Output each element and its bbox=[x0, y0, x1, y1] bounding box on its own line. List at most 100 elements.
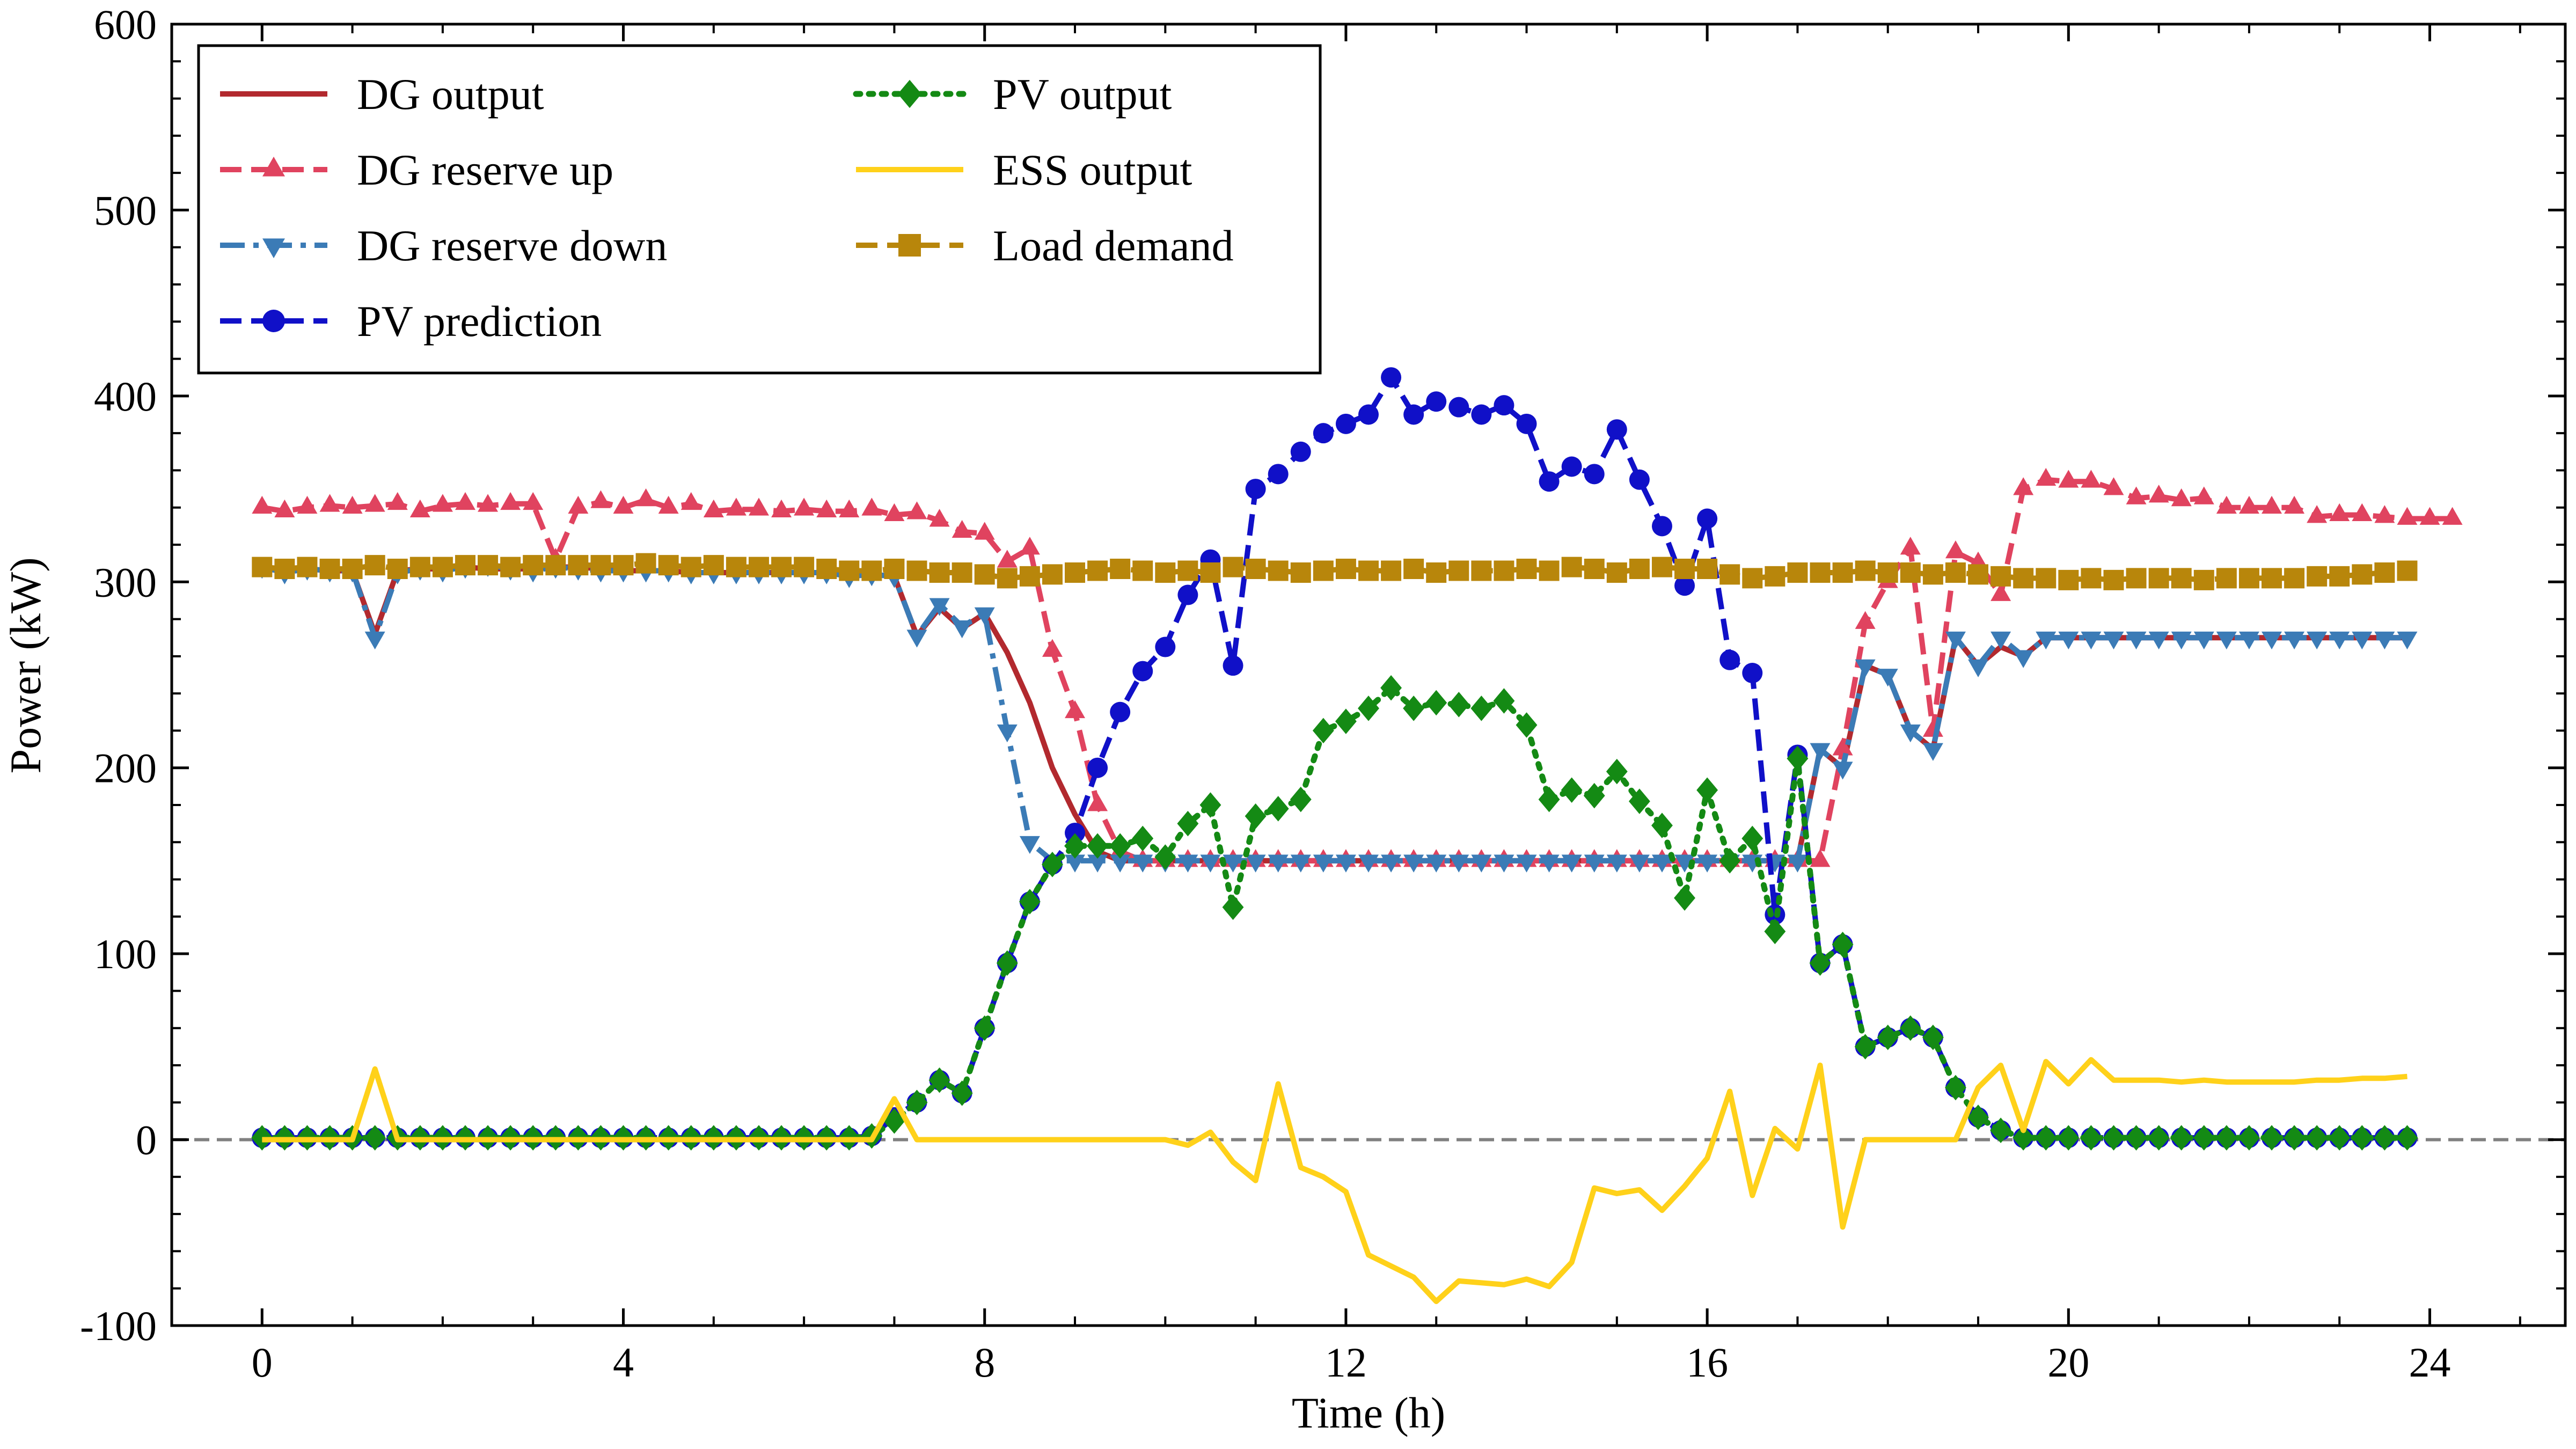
series-3-point-49 bbox=[1358, 404, 1379, 425]
series-2-point-71 bbox=[1855, 659, 1876, 678]
series-4-point-29 bbox=[906, 1089, 928, 1116]
series-5 bbox=[262, 1057, 2407, 1304]
series-6-point-85 bbox=[2171, 568, 2192, 589]
series-1-point-86 bbox=[2193, 486, 2214, 504]
series-1-point-24 bbox=[794, 497, 815, 516]
legend-label-5: ESS output bbox=[993, 145, 1192, 194]
series-6-point-36 bbox=[1065, 562, 1086, 583]
series-2-point-54 bbox=[1471, 854, 1492, 873]
series-1-point-31 bbox=[952, 519, 972, 538]
series-6-point-42 bbox=[1200, 562, 1221, 583]
series-1-point-27 bbox=[861, 497, 882, 516]
series-1-point-95 bbox=[2397, 507, 2418, 525]
series-line-5 bbox=[262, 1057, 2407, 1304]
series-6-point-30 bbox=[929, 562, 950, 583]
series-1-point-82 bbox=[2103, 477, 2124, 495]
series-1-point-33 bbox=[997, 550, 1018, 568]
series-1-point-16 bbox=[613, 495, 634, 514]
series-6-point-24 bbox=[794, 557, 815, 577]
series-4-point-49 bbox=[1358, 696, 1379, 721]
series-2-point-80 bbox=[2058, 631, 2079, 650]
series-6-point-93 bbox=[2352, 564, 2373, 585]
series-6-point-9 bbox=[455, 555, 475, 576]
series-6-point-53 bbox=[1448, 560, 1469, 581]
series-6-point-41 bbox=[1177, 560, 1198, 581]
series-layer bbox=[251, 367, 2463, 1304]
series-1-point-0 bbox=[252, 495, 273, 514]
legend-label-3: PV prediction bbox=[357, 297, 602, 346]
series-1-point-9 bbox=[455, 492, 475, 510]
series-6-point-65 bbox=[1719, 564, 1740, 585]
series-6-point-11 bbox=[500, 557, 521, 577]
series-1-point-69 bbox=[1810, 849, 1831, 867]
series-1-point-37 bbox=[1087, 793, 1108, 811]
series-1-point-81 bbox=[2081, 470, 2102, 488]
series-1-point-6 bbox=[387, 492, 408, 510]
series-4-point-55 bbox=[1493, 688, 1515, 714]
series-1-point-29 bbox=[906, 501, 927, 519]
series-6-point-12 bbox=[523, 555, 544, 576]
series-3-point-51 bbox=[1403, 404, 1424, 425]
series-6-point-4 bbox=[342, 559, 363, 580]
series-2-point-51 bbox=[1403, 854, 1424, 873]
x-tick-label-2: 8 bbox=[974, 1339, 995, 1386]
series-1-point-91 bbox=[2307, 505, 2328, 523]
series-6-point-89 bbox=[2262, 568, 2282, 589]
series-6-point-27 bbox=[861, 560, 882, 581]
series-2-point-86 bbox=[2193, 631, 2214, 650]
series-2-point-34 bbox=[1019, 836, 1040, 854]
series-2-point-31 bbox=[952, 620, 972, 639]
series-3-point-50 bbox=[1381, 367, 1402, 388]
series-6-point-72 bbox=[1877, 562, 1898, 583]
series-6-point-6 bbox=[387, 559, 408, 580]
series-2-point-57 bbox=[1539, 854, 1560, 873]
series-2-point-75 bbox=[1945, 631, 1966, 650]
series-6-point-43 bbox=[1223, 557, 1243, 577]
series-6-point-52 bbox=[1426, 562, 1447, 583]
series-4-point-39 bbox=[1132, 825, 1154, 852]
series-4-point-45 bbox=[1267, 796, 1289, 822]
series-6-point-81 bbox=[2081, 568, 2102, 589]
series-2-point-74 bbox=[1922, 743, 1943, 761]
series-4-point-66 bbox=[1741, 825, 1763, 852]
series-3-point-58 bbox=[1561, 456, 1582, 477]
series-4-point-37 bbox=[1087, 833, 1109, 859]
series-3-point-37 bbox=[1087, 757, 1108, 778]
series-1-point-28 bbox=[884, 503, 905, 521]
series-2-point-62 bbox=[1651, 854, 1672, 873]
series-1-point-19 bbox=[680, 492, 701, 510]
legend-marker-2 bbox=[262, 238, 285, 259]
series-6-point-90 bbox=[2284, 568, 2305, 589]
series-4-point-86 bbox=[2193, 1125, 2215, 1151]
series-2-point-83 bbox=[2126, 631, 2147, 650]
series-6-point-51 bbox=[1403, 559, 1424, 580]
series-1-point-90 bbox=[2284, 495, 2305, 514]
series-4-point-41 bbox=[1177, 810, 1199, 837]
y-tick-label-5: 400 bbox=[94, 373, 157, 420]
series-2-point-91 bbox=[2307, 631, 2328, 650]
series-4-point-84 bbox=[2148, 1125, 2170, 1151]
series-4-point-70 bbox=[1832, 932, 1854, 957]
series-6-point-92 bbox=[2329, 566, 2350, 587]
series-4-point-35 bbox=[1041, 852, 1063, 877]
series-6-point-49 bbox=[1358, 560, 1379, 581]
series-6-point-39 bbox=[1132, 560, 1153, 581]
series-6-point-82 bbox=[2103, 569, 2124, 590]
y-tick-label-0: -100 bbox=[80, 1302, 157, 1349]
series-2-point-88 bbox=[2238, 631, 2259, 650]
series-1-point-14 bbox=[568, 495, 589, 514]
legend-label-0: DG output bbox=[357, 70, 544, 119]
series-6-point-14 bbox=[568, 555, 589, 576]
series-4-point-59 bbox=[1583, 782, 1605, 809]
series-4-point-63 bbox=[1674, 885, 1696, 911]
series-6-point-7 bbox=[409, 557, 430, 577]
y-tick-label-7: 600 bbox=[94, 1, 157, 48]
series-6-point-22 bbox=[748, 557, 769, 577]
series-6 bbox=[252, 553, 2418, 590]
series-6-point-62 bbox=[1651, 557, 1672, 577]
series-4-point-93 bbox=[2351, 1125, 2373, 1151]
series-6-point-78 bbox=[2013, 568, 2034, 589]
series-4-point-91 bbox=[2306, 1125, 2328, 1151]
series-2 bbox=[252, 559, 2418, 873]
